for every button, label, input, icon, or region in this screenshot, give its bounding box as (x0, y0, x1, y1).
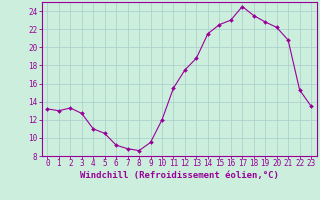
X-axis label: Windchill (Refroidissement éolien,°C): Windchill (Refroidissement éolien,°C) (80, 171, 279, 180)
